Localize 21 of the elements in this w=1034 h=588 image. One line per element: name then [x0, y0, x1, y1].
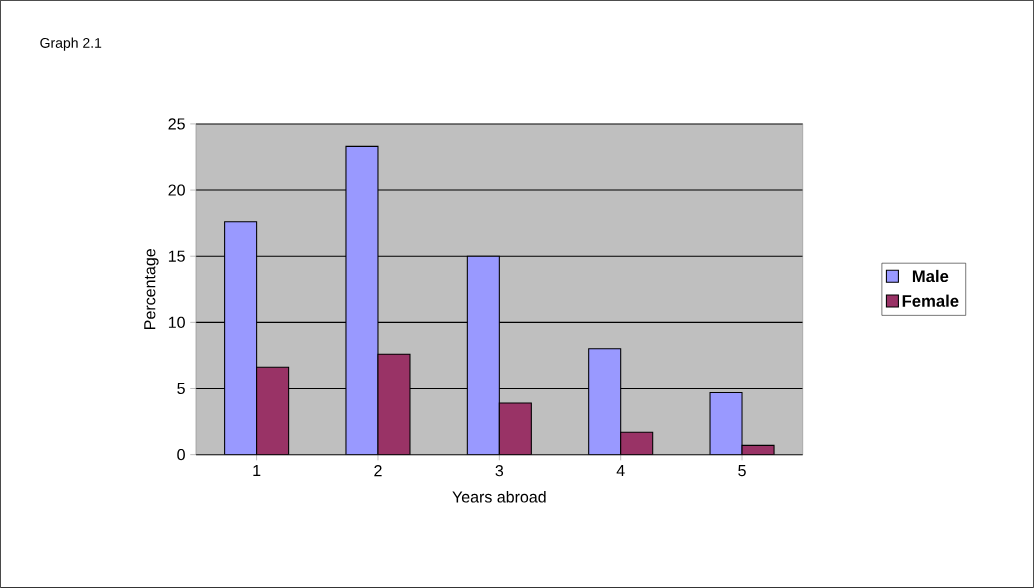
- bar: [709, 391, 743, 455]
- y-tick-label: 20: [168, 184, 185, 196]
- x-tick-label: 5: [738, 465, 746, 477]
- x-tick-label: 4: [616, 465, 625, 477]
- y-tick-label: 0: [177, 449, 185, 461]
- y-axis-title: Percentage: [144, 249, 159, 329]
- x-axis-title: Years abroad: [452, 490, 546, 503]
- bar: [345, 145, 379, 455]
- y-tick-label: 25: [168, 118, 185, 130]
- text: Graph 2.1: [40, 37, 102, 51]
- bar: [466, 255, 500, 455]
- bar: [224, 221, 258, 455]
- x-tick-label: 2: [374, 465, 382, 477]
- y-tick-label: 10: [168, 316, 185, 329]
- bar: [588, 348, 622, 455]
- x-tick-label: 1: [253, 465, 261, 477]
- y-tick-label: 5: [177, 382, 185, 395]
- legend-label: Male: [912, 269, 949, 283]
- legend-label: Female: [902, 294, 959, 307]
- x-tick-label: 3: [495, 465, 504, 477]
- y-tick-label: 15: [168, 250, 185, 262]
